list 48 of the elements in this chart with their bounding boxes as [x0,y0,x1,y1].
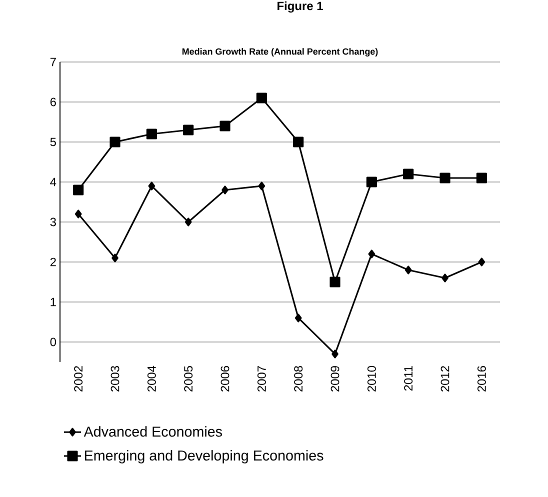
point [293,136,304,148]
point [442,274,448,282]
point [368,250,376,258]
point [148,182,156,190]
point [112,254,118,262]
point [220,120,230,132]
x-tick-label: 2012 [440,366,450,392]
point [110,136,120,148]
point [222,186,228,194]
point [146,128,157,140]
point [73,184,84,196]
point [366,176,377,188]
point [256,92,267,104]
x-tick-label: 2011 [404,366,413,391]
x-tick-label: 2003 [110,366,120,392]
y-tick-label: 0 [50,338,56,346]
x-tick-label: 2016 [477,366,486,392]
x-tick-label: 2005 [184,366,193,392]
y-tick-label: 6 [50,98,56,106]
caption: Figure 1 [278,1,323,13]
point [440,172,450,184]
y-tick-label: 3 [50,218,56,226]
point [74,210,82,218]
point [476,172,487,184]
x-tick-label: 2002 [74,366,83,392]
x-tick-label: 2007 [257,366,266,392]
point [183,124,194,136]
x-tick-label: 2010 [367,366,376,392]
y-tick-label: 5 [50,138,56,146]
x-tick-label: 2004 [147,366,156,392]
point [294,314,302,322]
point [478,258,486,266]
point [184,218,192,226]
chart-title: Median Growth Rate (Annual Percent Change) [182,48,378,57]
x-tick-label: 2009 [330,366,340,392]
y-tick-label: 7 [50,58,56,66]
y-tick-label: 2 [50,258,56,266]
y-tick-label: 1 [50,298,56,306]
point [332,350,338,358]
y-tick-label: 4 [50,178,56,186]
point [258,182,266,190]
point [403,168,414,180]
x-tick-label: 2006 [220,366,230,392]
legend-label: Advanced Economies [84,426,222,437]
legend-label: Emerging and Developing Economies [84,450,324,464]
point [404,266,412,274]
x-tick-label: 2008 [294,366,303,392]
point [330,276,340,288]
